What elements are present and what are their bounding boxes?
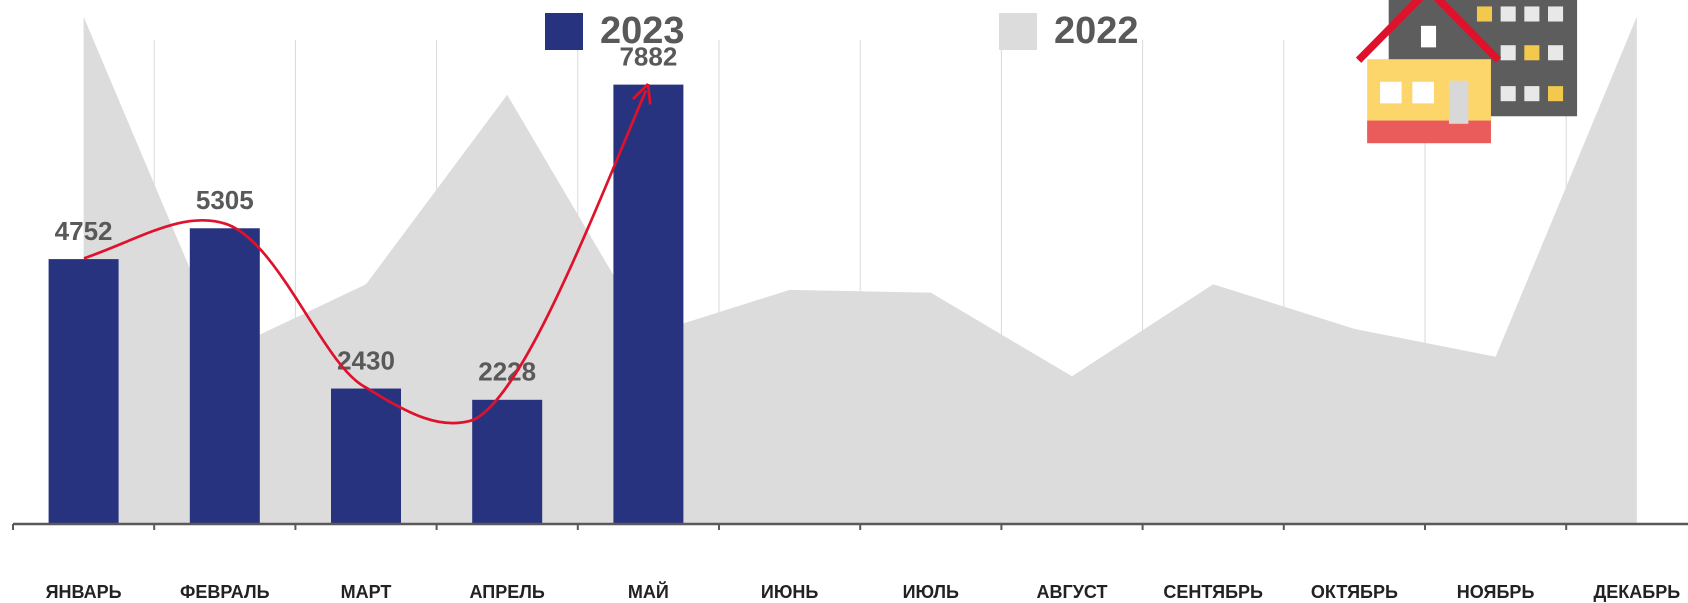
x-tick-label: СЕНТЯБРЬ [1163,582,1263,602]
bar [613,84,684,524]
legend: 2023 2022 [545,10,1139,52]
legend-label: 2023 [600,10,685,52]
bar [472,399,543,524]
x-tick-label: АПРЕЛЬ [470,582,545,602]
data-label: 7882 [619,41,677,71]
x-tick-label: ЯНВАРЬ [46,582,122,602]
x-tick-label: МАЙ [628,581,669,602]
house-icon [1355,0,1578,144]
legend-swatch [545,13,583,50]
bar [48,259,119,524]
decoration [83,0,1578,425]
legend-label: 2022 [1054,10,1139,52]
legend-swatch [999,13,1037,50]
x-tick-label: ИЮЛЬ [903,582,959,602]
x-tick-label: ФЕВРАЛЬ [180,582,270,602]
data-label: 5305 [196,185,254,215]
x-tick-label: ДЕКАБРЬ [1593,582,1680,602]
x-tick-label: МАРТ [341,582,392,602]
data-label: 4752 [55,216,113,246]
trend-curve [83,89,648,425]
axis: ЯНВАРЬ ФЕВРАЛЬ МАРТ АПРЕЛЬ МАЙ ИЮНЬ ИЮЛЬ АВГУСТ… [12,522,1688,602]
bar [189,228,260,524]
x-tick-label: ИЮНЬ [761,582,818,602]
x-tick-label: НОЯБРЬ [1457,582,1535,602]
data-label: 2228 [478,357,536,387]
area-layer [83,16,1637,525]
bar [331,388,401,524]
x-tick-label: ОКТЯБРЬ [1311,582,1398,602]
x-tick-label: АВГУСТ [1037,582,1108,602]
arrow-head [632,83,652,105]
area [83,16,1637,525]
